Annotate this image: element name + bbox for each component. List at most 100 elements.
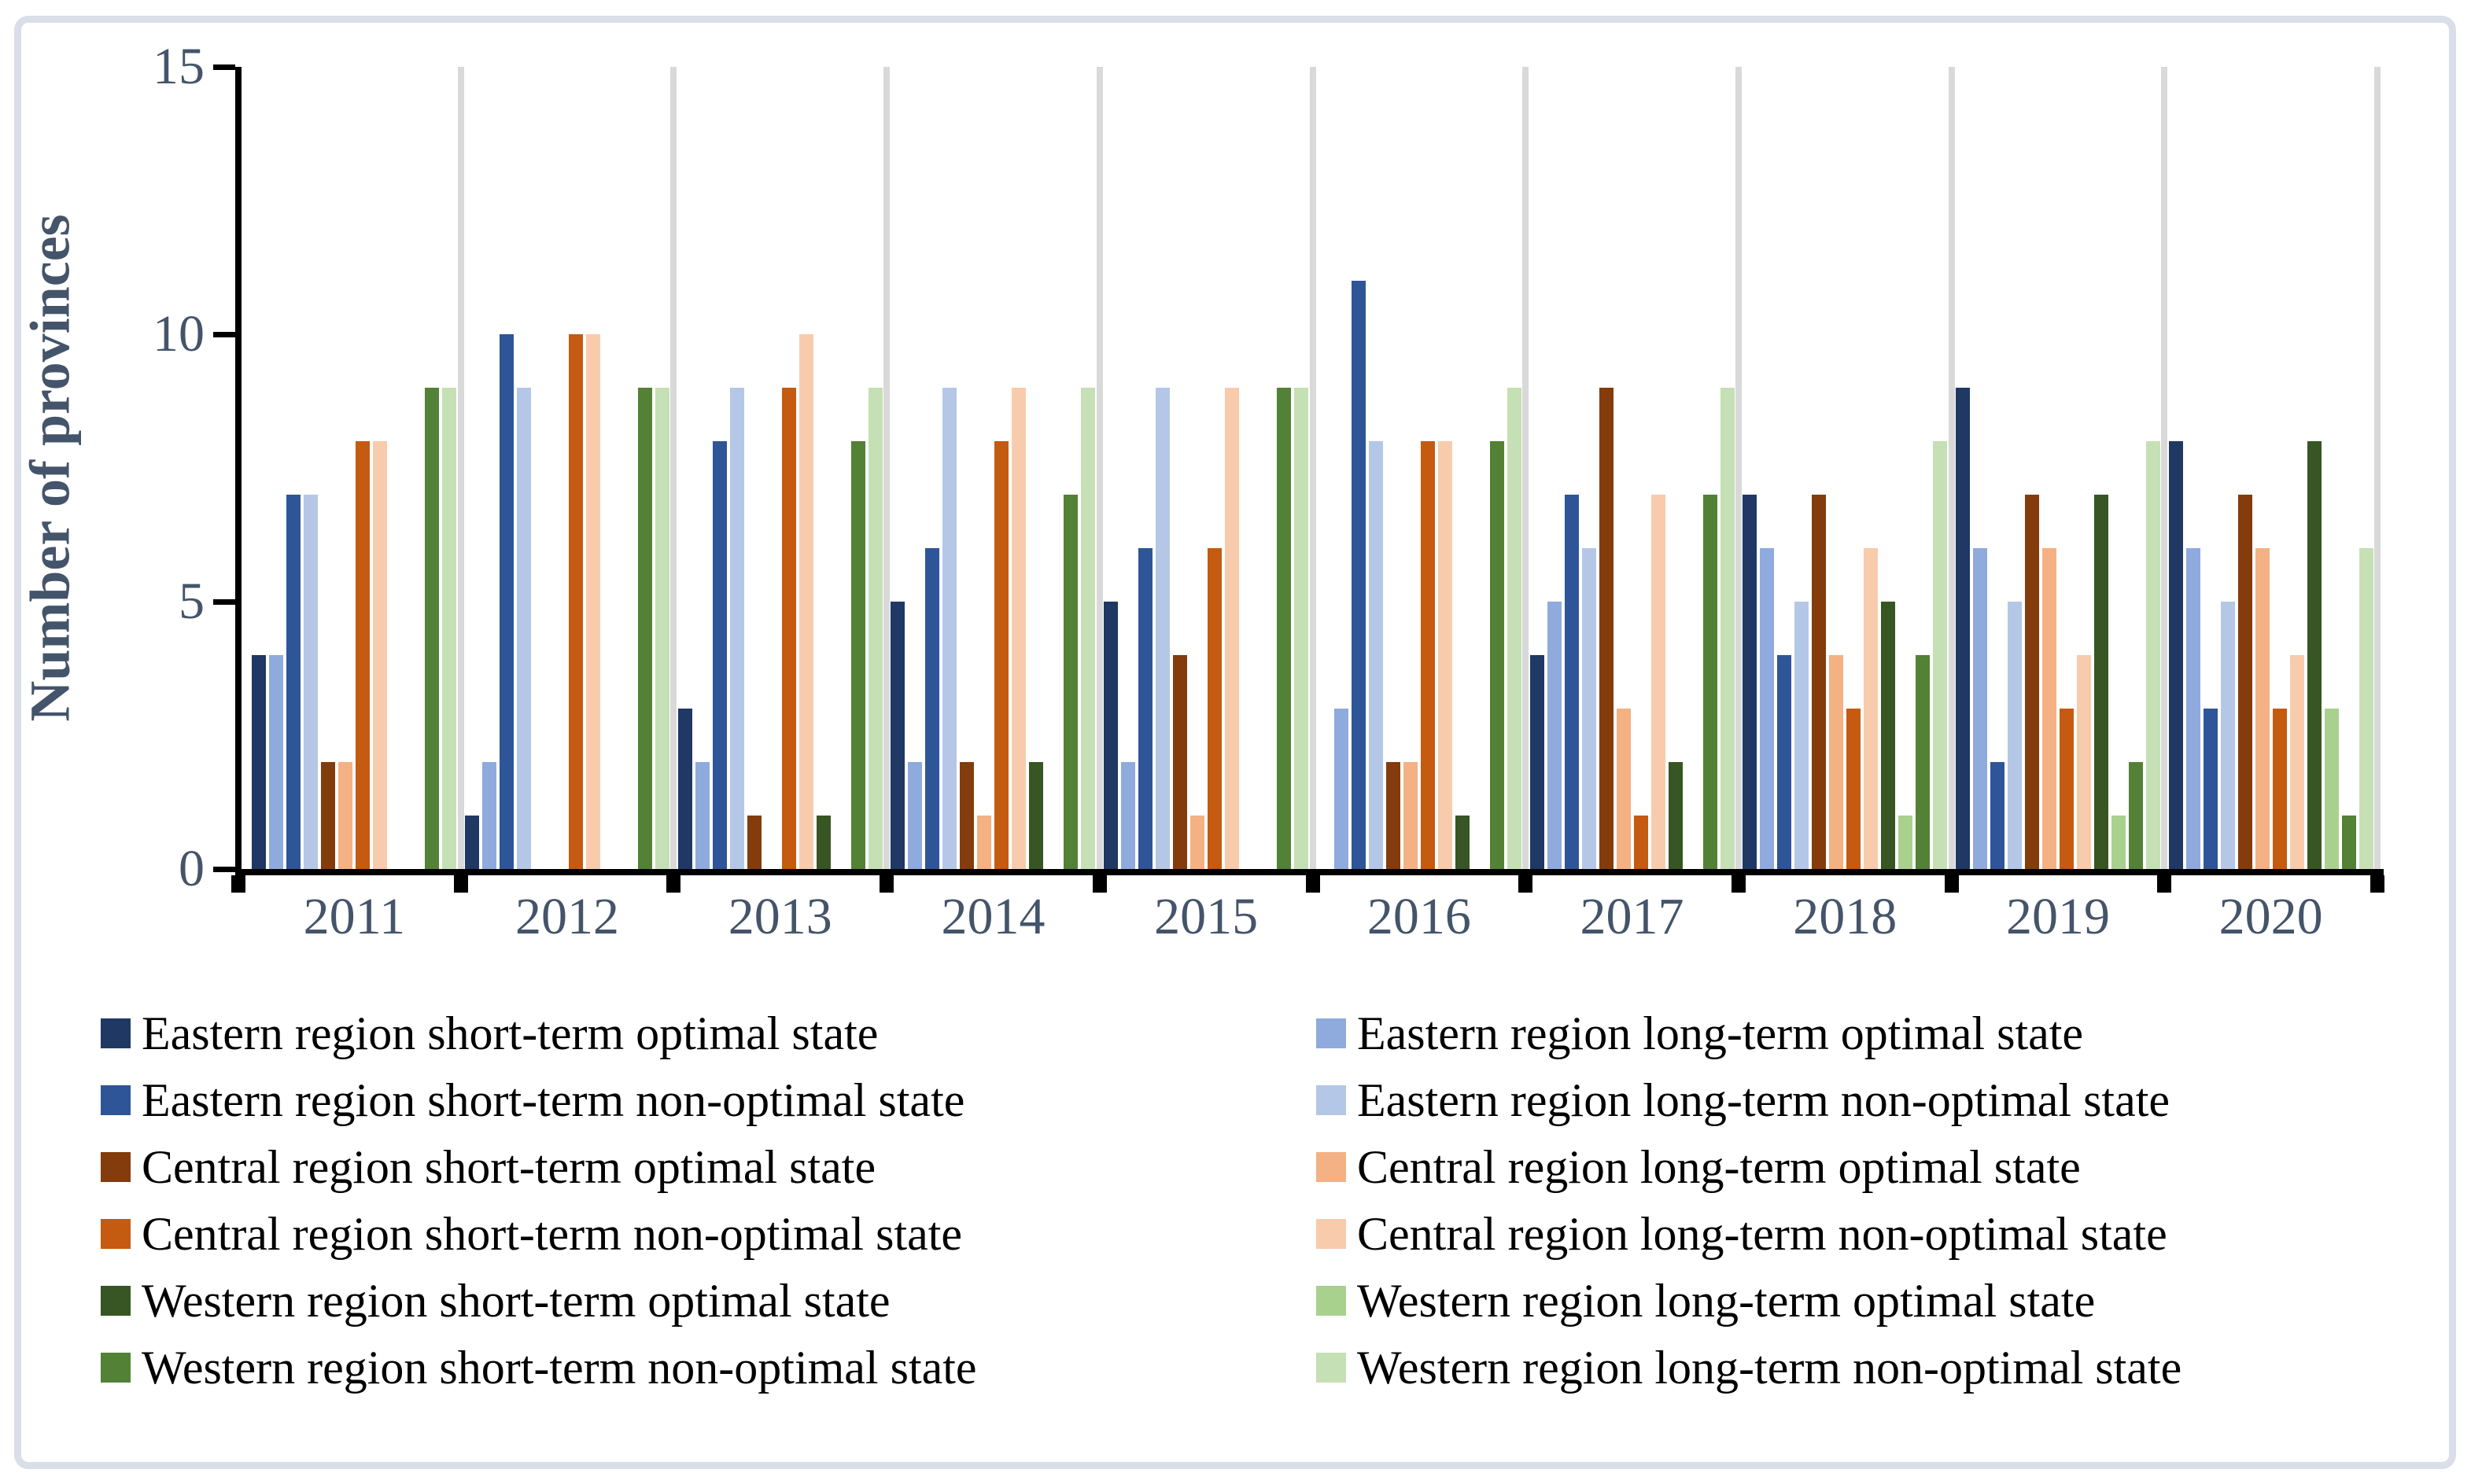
- legend-label: Eastern region long-term optimal state: [1357, 1007, 2084, 1059]
- bar: [1420, 441, 1435, 869]
- bar: [1507, 388, 1521, 869]
- bar: [1029, 762, 1044, 869]
- bar: [1743, 495, 1757, 869]
- bar: [569, 334, 584, 869]
- bar: [1138, 548, 1153, 869]
- bar: [960, 762, 975, 869]
- y-axis-title: Number of provinces: [18, 214, 82, 722]
- bar: [2059, 709, 2074, 869]
- y-axis-tick: [213, 64, 235, 70]
- bar: [425, 388, 440, 869]
- bar: [1489, 441, 1504, 869]
- x-axis-tick: [880, 875, 894, 893]
- bar: [1599, 388, 1614, 869]
- bar: [695, 762, 710, 869]
- bar: [2076, 655, 2091, 869]
- legend-entry: Western region long-term non-optimal sta…: [1316, 1334, 2181, 1401]
- plot-gridline: [1948, 67, 1955, 869]
- bar: [1633, 816, 1648, 869]
- x-axis-line: [235, 869, 2384, 875]
- bar: [712, 441, 727, 869]
- bar: [1846, 709, 1861, 869]
- bar: [2041, 548, 2056, 869]
- bar: [1173, 655, 1188, 869]
- bar: [1104, 602, 1119, 869]
- legend-label: Western region long-term non-optimal sta…: [1357, 1341, 2182, 1394]
- legend-entry: Eastern region long-term optimal state: [1316, 1000, 2083, 1066]
- x-axis-tick: [666, 875, 681, 893]
- bar: [1933, 441, 1948, 869]
- legend-entry: Western region short-term optimal state: [101, 1267, 891, 1334]
- bar: [994, 441, 1009, 869]
- x-axis-label: 2019: [2005, 888, 2110, 945]
- legend-label: Central region long-term optimal state: [1357, 1140, 2081, 1193]
- bar: [2203, 709, 2218, 869]
- bar: [1616, 709, 1631, 869]
- bar: [2255, 548, 2270, 869]
- bar: [1351, 281, 1366, 869]
- plot-gridline: [1309, 67, 1316, 869]
- bar: [252, 655, 267, 869]
- x-axis-label: 2020: [2218, 888, 2323, 945]
- x-axis-tick: [2157, 875, 2172, 893]
- bar: [1437, 441, 1452, 869]
- bar-group-2015: [1100, 67, 1313, 869]
- bar: [1156, 388, 1171, 869]
- bar: [868, 388, 883, 869]
- legend-swatch: [1316, 1285, 1346, 1316]
- legend-entry: Western region long-term optimal state: [1316, 1267, 2095, 1334]
- bar: [1955, 388, 1970, 869]
- bar: [1081, 388, 1096, 869]
- legend-swatch: [1316, 1352, 1346, 1383]
- plot-gridline: [670, 67, 677, 869]
- bar: [891, 602, 905, 869]
- legend-swatch: [1316, 1084, 1346, 1115]
- y-axis-line: [235, 67, 242, 891]
- bar: [1208, 548, 1223, 869]
- legend-swatch: [101, 1018, 131, 1048]
- plot-gridline: [1096, 67, 1103, 869]
- bar: [1881, 602, 1896, 869]
- bar: [269, 655, 284, 869]
- legend-label: Central region short-term optimal state: [142, 1140, 876, 1193]
- y-tick-label: 15: [153, 38, 205, 95]
- x-axis-tick: [231, 875, 245, 893]
- legend-label: Eastern region short-term optimal state: [142, 1007, 879, 1059]
- bar: [2168, 441, 2183, 869]
- x-axis-tick: [1518, 875, 1533, 893]
- x-axis-label: 2013: [728, 888, 832, 945]
- bar: [2007, 602, 2022, 869]
- legend-entry: Central region long-term optimal state: [1316, 1133, 2081, 1200]
- bar: [465, 816, 480, 869]
- bar: [2024, 495, 2039, 869]
- bar-group-2014: [887, 67, 1100, 869]
- bar: [1277, 388, 1292, 869]
- bar: [1916, 655, 1931, 869]
- bar: [2185, 548, 2200, 869]
- bar: [1702, 495, 1717, 869]
- legend-swatch: [101, 1151, 131, 1182]
- bar: [781, 388, 796, 869]
- legend-entry: Central region short-term non-optimal st…: [101, 1200, 962, 1267]
- y-tick-label: 5: [179, 573, 205, 630]
- bar: [1794, 602, 1809, 869]
- bar: [1990, 762, 2004, 869]
- bar: [2341, 816, 2356, 869]
- bar: [908, 762, 923, 869]
- bar: [517, 388, 532, 869]
- bar: [1829, 655, 1844, 869]
- bar: [2307, 441, 2322, 869]
- chart-frame-border: [14, 16, 2456, 1469]
- plot-gridline: [2374, 67, 2381, 869]
- legend-label: Western region long-term optimal state: [1357, 1274, 2096, 1327]
- bar: [977, 816, 992, 869]
- bar: [1581, 548, 1596, 869]
- bar: [850, 441, 865, 869]
- bar: [2220, 602, 2235, 869]
- bar-group-2020: [2164, 67, 2377, 869]
- bar: [1864, 548, 1879, 869]
- bar: [1529, 655, 1544, 869]
- bar: [638, 388, 653, 869]
- bar: [1190, 816, 1205, 869]
- plot-gridline: [1735, 67, 1742, 869]
